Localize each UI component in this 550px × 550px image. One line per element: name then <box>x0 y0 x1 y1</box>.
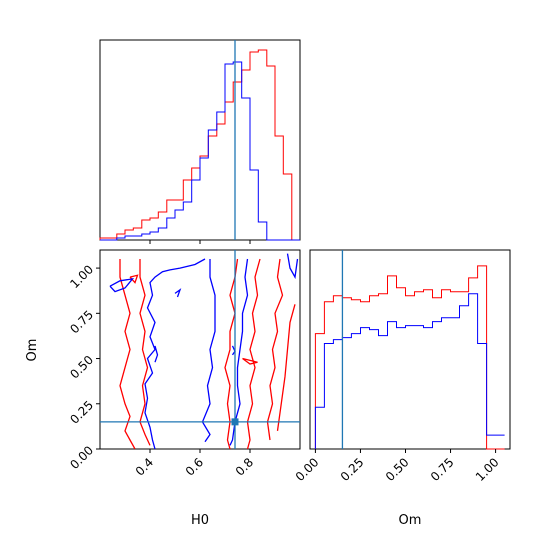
x-axis-label-om: Om <box>399 513 422 528</box>
om-hist-x-tick-label: 1.00 <box>473 455 502 484</box>
contour-blue-8 <box>144 258 206 449</box>
contour-red-3 <box>246 258 261 449</box>
contour-blue-14 <box>154 345 159 363</box>
om-hist-x-tick-label: 0.25 <box>338 455 367 484</box>
contour-red-7 <box>242 357 258 365</box>
contour-lines <box>109 253 299 449</box>
om-hist-x-tick-label: 0.75 <box>428 455 457 484</box>
contour-y-tick-label: 0.50 <box>67 353 96 382</box>
om-hist-x-tick-label: 0.00 <box>293 455 322 484</box>
h0-histogram <box>99 40 300 244</box>
contour-red-2 <box>224 258 239 449</box>
panel-h0-hist-frame <box>99 39 301 241</box>
contour-blue-11 <box>286 253 299 280</box>
contour-red-0 <box>119 259 136 449</box>
contour-x-tick-label: 0.8 <box>233 455 256 478</box>
contour-x-tick-label: 0.4 <box>133 455 156 478</box>
contour-y-tick-label: 0.25 <box>67 398 96 427</box>
contour-blue-12 <box>109 278 135 293</box>
h0-hist-series-red <box>99 49 300 241</box>
contour-y-tick-label: 0.75 <box>67 308 96 337</box>
contour-red-4 <box>266 258 284 441</box>
contour-truth-marker <box>231 418 239 426</box>
contour-y-tick-label: 1.00 <box>67 262 96 291</box>
panel-om-hist-frame <box>309 249 511 450</box>
contour-y-tick-label: 0.00 <box>67 443 96 472</box>
y-axis-label-om: Om <box>25 339 40 362</box>
h0-om-contours: 0.4 0.6 0.8 0.00 0.25 0.50 0.75 1.00 <box>67 250 300 479</box>
contour-blue-13 <box>174 288 182 298</box>
contour-red-5 <box>276 304 296 431</box>
x-axis-label-h0: H0 <box>191 513 209 528</box>
om-hist-x-tick-label: 0.50 <box>383 455 412 484</box>
h0-hist-series-blue <box>100 61 300 241</box>
contour-red-1 <box>139 259 151 446</box>
contour-blue-9 <box>201 259 216 443</box>
contour-x-tick-label: 0.6 <box>183 455 206 478</box>
om-hist-series-blue <box>314 293 505 449</box>
